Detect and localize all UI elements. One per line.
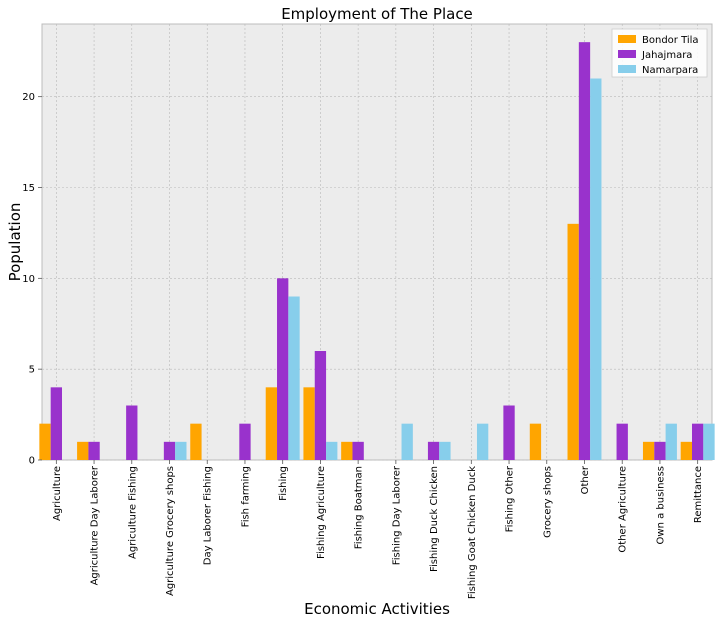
bar <box>265 387 278 460</box>
bar <box>616 423 628 460</box>
x-tick-label: Grocery shops <box>542 466 553 538</box>
x-tick-label: Remittance <box>693 466 704 523</box>
bar <box>50 387 62 460</box>
x-tick-label: Fishing Other <box>505 465 516 532</box>
x-tick-label: Fishing <box>278 466 289 501</box>
y-tick-label: 20 <box>22 92 35 103</box>
axes: 0 5 10 15 20 Agriculture Agriculture Day Labor… <box>22 92 704 599</box>
bar <box>88 441 100 460</box>
legend-label: Jahajmara <box>641 50 692 61</box>
bar <box>163 441 176 460</box>
bar <box>326 441 338 460</box>
x-tick-label: Fishing Goat Chicken Duck <box>467 466 478 599</box>
bar <box>175 441 187 460</box>
bar <box>39 423 51 460</box>
bar <box>352 441 364 460</box>
bars <box>39 42 715 461</box>
bar <box>642 441 655 460</box>
x-tick-label: Fish farming <box>240 466 251 527</box>
y-tick-label: 15 <box>22 183 35 194</box>
legend-label: Bondor Tila <box>642 35 699 46</box>
legend: Bondor Tila Jahajmara Namarpara <box>611 28 708 78</box>
plot-area <box>41 23 713 461</box>
y-tick-label: 0 <box>29 456 35 467</box>
x-tick-label: Day Laborer Fishing <box>203 466 214 565</box>
bar <box>239 423 251 460</box>
bar <box>314 351 327 460</box>
bar <box>692 423 704 460</box>
bar <box>401 423 413 460</box>
x-tick-label: Agriculture <box>52 466 63 521</box>
x-tick-label: Other <box>580 465 591 494</box>
x-tick-label: Agriculture Fishing <box>127 466 138 559</box>
bar <box>654 441 666 460</box>
legend-swatch <box>618 35 636 43</box>
y-axis-title: Population <box>6 203 24 282</box>
bar <box>277 278 289 460</box>
x-axis-title: Economic Activities <box>304 600 450 618</box>
legend-swatch <box>618 50 636 58</box>
x-tick-label: Fishing Agriculture <box>316 466 327 559</box>
x-tick-label: Fishing Day Laborer <box>391 465 402 565</box>
x-tick-label: Other Agriculture <box>618 466 629 553</box>
y-tick-label: 5 <box>29 365 35 376</box>
bar <box>578 42 591 461</box>
x-tick-label: Agriculture Day Laborer <box>90 465 101 585</box>
bar <box>288 296 300 460</box>
x-tick-label: Agriculture Grocery shops <box>165 466 176 596</box>
x-tick-label: Fishing Boatman <box>354 466 365 549</box>
bar <box>77 441 89 460</box>
legend-swatch <box>618 65 636 73</box>
bar <box>190 423 202 460</box>
bar <box>427 441 440 460</box>
bar <box>476 423 489 460</box>
bar <box>439 441 451 460</box>
bar <box>590 78 602 460</box>
y-tick-label: 10 <box>22 274 35 285</box>
chart-title: Employment of The Place <box>281 5 473 23</box>
bar <box>126 405 138 460</box>
bar <box>503 405 515 460</box>
bar <box>680 441 693 460</box>
bar <box>567 223 579 460</box>
x-tick-label: Fishing Duck Chicken <box>429 466 440 572</box>
x-tick-label: Own a business <box>655 466 666 544</box>
bar <box>303 387 315 460</box>
grid-lines <box>42 24 712 461</box>
bar <box>529 423 542 460</box>
bar <box>703 423 715 460</box>
bar <box>341 441 353 460</box>
legend-label: Namarpara <box>642 65 698 76</box>
bar <box>665 423 677 460</box>
